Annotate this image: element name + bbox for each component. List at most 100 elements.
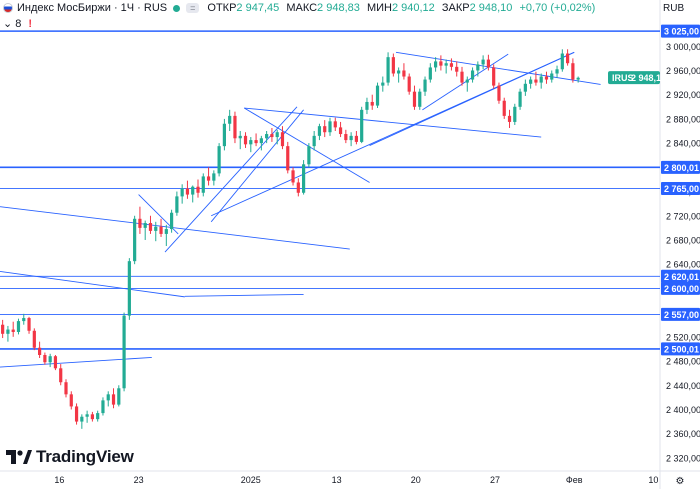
candle-body (476, 64, 480, 71)
candle-body (555, 69, 559, 74)
candle-body (111, 394, 116, 405)
x-tick-label: Фев (566, 475, 583, 485)
chevron-down-icon[interactable]: ⌄ (3, 18, 13, 30)
candle-body (539, 76, 543, 83)
trend-line (184, 294, 304, 297)
candle-body (138, 218, 142, 228)
trend-line (369, 51, 575, 146)
candle-body (11, 329, 15, 332)
candle-body (312, 135, 316, 147)
candle-body (523, 83, 527, 92)
candle-body (375, 85, 380, 106)
candle-body (1, 324, 5, 334)
change-value: +0,70 (+0,02%) (519, 2, 596, 14)
candle-body (529, 79, 533, 84)
candle-body (360, 109, 364, 142)
candle-body (191, 186, 195, 195)
candle-body (455, 66, 459, 72)
candle-body (80, 416, 84, 422)
level-price-text: 2 800,01 (664, 163, 699, 173)
y-tick-label: 2 680,00 (666, 235, 700, 245)
candle-body (228, 115, 232, 124)
candle-body (280, 132, 285, 147)
candle-body (449, 63, 454, 67)
candle-body (238, 135, 242, 139)
candle-body (391, 57, 395, 74)
high-label: МАКС (286, 2, 318, 14)
open-label: ОТКР (207, 2, 237, 14)
indicator-toggle[interactable]: ⌄ 8 ! (3, 17, 33, 31)
indicator-count: 8 (15, 17, 22, 30)
currency-label[interactable]: RUB (663, 3, 685, 14)
candle-body (402, 70, 406, 77)
symbol-title[interactable]: Индекс МосБиржи · 1Ч · RUS (17, 2, 168, 14)
candle-body (38, 347, 42, 355)
tradingview-logo-icon (6, 450, 32, 464)
y-tick-label: 3 000,00 (666, 42, 700, 52)
x-tick-label: 16 (54, 475, 64, 485)
legend-header: Индекс МосБиржи · 1Ч · RUS = ОТКР2 947,4… (0, 0, 660, 16)
trend-line (244, 107, 542, 138)
candle-body (412, 91, 417, 107)
candle-body (170, 212, 174, 230)
candle-body (550, 73, 554, 80)
candle-body (518, 91, 522, 107)
x-tick-label: 20 (411, 475, 421, 485)
low-value: 2 940,12 (391, 2, 435, 14)
candle-body (386, 57, 390, 83)
trend-line (243, 107, 370, 183)
candle-body (196, 186, 200, 193)
level-price-tag (661, 342, 700, 356)
unit-toggle-button[interactable]: = (186, 3, 200, 13)
candle-body (502, 100, 506, 116)
candle-body (117, 388, 121, 405)
tradingview-logo[interactable]: TradingView (6, 447, 134, 467)
candle-body (265, 134, 269, 139)
candle-body (566, 53, 570, 64)
y-tick-label: 2 960,00 (666, 66, 700, 76)
candle-body (212, 173, 216, 181)
candle-body (90, 414, 94, 420)
candle-body (85, 414, 89, 417)
candle-body (291, 170, 295, 183)
last-price-symbol: IRUS (612, 73, 634, 83)
candle-body (164, 229, 168, 234)
close-value: 2 948,10 (469, 2, 513, 14)
candle-body (6, 329, 10, 334)
x-tick-label: 27 (490, 475, 500, 485)
low-label: МИН (366, 2, 392, 14)
candle-body (354, 135, 358, 142)
trend-line (0, 356, 152, 368)
alert-icon[interactable]: ! (28, 17, 33, 30)
y-tick-label: 2 480,00 (666, 357, 700, 367)
level-price-text: 2 620,01 (664, 272, 699, 282)
level-price-tag (661, 307, 700, 321)
candle-body (53, 356, 58, 369)
level-price-tag (661, 24, 700, 38)
candle-body (486, 59, 490, 68)
candle-body (27, 318, 31, 331)
candle-body (254, 140, 258, 144)
candle-body (470, 70, 475, 80)
candle-body (101, 400, 105, 414)
candle-body (175, 196, 179, 213)
candle-body (69, 394, 73, 407)
trend-line (0, 271, 185, 298)
candle-body (106, 394, 110, 401)
x-tick-label: 2025 (241, 475, 261, 485)
candle-body (32, 330, 36, 348)
level-price-tag (661, 160, 700, 174)
candle-body (48, 356, 52, 363)
settings-gear-icon[interactable]: ⚙ (676, 476, 685, 487)
level-price-text: 3 025,00 (664, 27, 699, 37)
trend-line (164, 106, 298, 253)
candle-body (534, 79, 538, 83)
candle-body (428, 67, 432, 80)
x-tick-label: 10 (648, 475, 658, 485)
open-value: 2 947,45 (236, 2, 280, 14)
candle-body (64, 382, 68, 395)
candle-body (185, 188, 190, 195)
candle-body (22, 318, 26, 322)
level-price-text: 2 557,00 (664, 310, 699, 320)
